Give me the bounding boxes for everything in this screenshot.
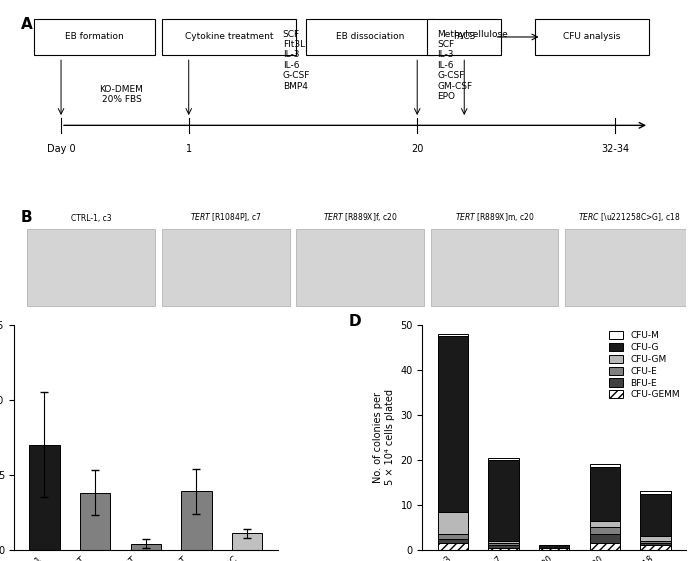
Bar [589, 465, 620, 467]
Text: $\it{TERT}$ [R889X]m, c20: $\it{TERT}$ [R889X]m, c20 [454, 211, 534, 223]
Text: 32-34: 32-34 [601, 144, 629, 154]
Bar [438, 543, 468, 550]
Bar [640, 545, 671, 550]
Text: EB formation: EB formation [65, 33, 124, 42]
Bar [181, 491, 211, 550]
FancyBboxPatch shape [27, 229, 155, 306]
Text: SCF
Flt3L
IL-3
IL-6
G-CSF
BMP4: SCF Flt3L IL-3 IL-6 G-CSF BMP4 [283, 30, 310, 91]
Text: CFU analysis: CFU analysis [564, 33, 621, 42]
Bar [438, 334, 468, 336]
Text: $\it{TERT}$ [R889X]f, c20: $\it{TERT}$ [R889X]f, c20 [323, 211, 398, 223]
Bar [489, 543, 519, 545]
Text: $\it{TERC}$ [\u221258C>G], c18: $\it{TERC}$ [\u221258C>G], c18 [578, 211, 680, 223]
Bar [539, 545, 569, 548]
Bar [232, 534, 262, 550]
FancyBboxPatch shape [34, 19, 155, 56]
Bar [539, 548, 569, 550]
Bar [489, 545, 519, 548]
Bar [640, 491, 671, 494]
Bar [640, 494, 671, 536]
Bar [589, 534, 620, 543]
Y-axis label: No. of colonies per
5 × 10⁴ cells plated: No. of colonies per 5 × 10⁴ cells plated [373, 389, 395, 485]
Text: $\it{TERT}$ [R1084P], c7: $\it{TERT}$ [R1084P], c7 [190, 211, 262, 223]
Bar [80, 493, 111, 550]
Bar [438, 336, 468, 512]
Bar [489, 460, 519, 541]
Text: B: B [21, 210, 32, 225]
Text: Cytokine treatment: Cytokine treatment [185, 33, 273, 42]
Bar [640, 543, 671, 545]
Bar [489, 458, 519, 460]
Bar [131, 544, 161, 550]
FancyBboxPatch shape [535, 19, 649, 56]
Bar [438, 512, 468, 534]
Text: 20: 20 [411, 144, 424, 154]
Text: KO-DMEM
20% FBS: KO-DMEM 20% FBS [99, 85, 144, 104]
Bar [438, 539, 468, 543]
Bar [489, 548, 519, 550]
Text: Day 0: Day 0 [47, 144, 76, 154]
Bar [438, 534, 468, 539]
Bar [589, 521, 620, 527]
Text: EB dissociation: EB dissociation [336, 33, 405, 42]
Text: CTRL-1, c3: CTRL-1, c3 [71, 214, 111, 223]
Text: A: A [21, 17, 32, 32]
FancyBboxPatch shape [427, 19, 501, 56]
Text: Methylcellulose
SCF
IL-3
IL-6
G-CSF
GM-CSF
EPO: Methylcellulose SCF IL-3 IL-6 G-CSF GM-C… [438, 30, 508, 101]
FancyBboxPatch shape [162, 19, 296, 56]
Bar [589, 467, 620, 521]
Text: FACS: FACS [453, 33, 475, 42]
Legend: CFU-M, CFU-G, CFU-GM, CFU-E, BFU-E, CFU-GEMM: CFU-M, CFU-G, CFU-GM, CFU-E, BFU-E, CFU-… [608, 329, 682, 401]
Bar [589, 527, 620, 534]
Bar [589, 543, 620, 550]
FancyBboxPatch shape [430, 229, 559, 306]
Bar [29, 445, 60, 550]
FancyBboxPatch shape [162, 229, 290, 306]
Bar [640, 536, 671, 541]
Text: D: D [349, 314, 361, 329]
FancyBboxPatch shape [565, 229, 693, 306]
Bar [640, 541, 671, 543]
FancyBboxPatch shape [296, 229, 424, 306]
FancyBboxPatch shape [307, 19, 434, 56]
Text: 1: 1 [186, 144, 192, 154]
Bar [489, 541, 519, 543]
